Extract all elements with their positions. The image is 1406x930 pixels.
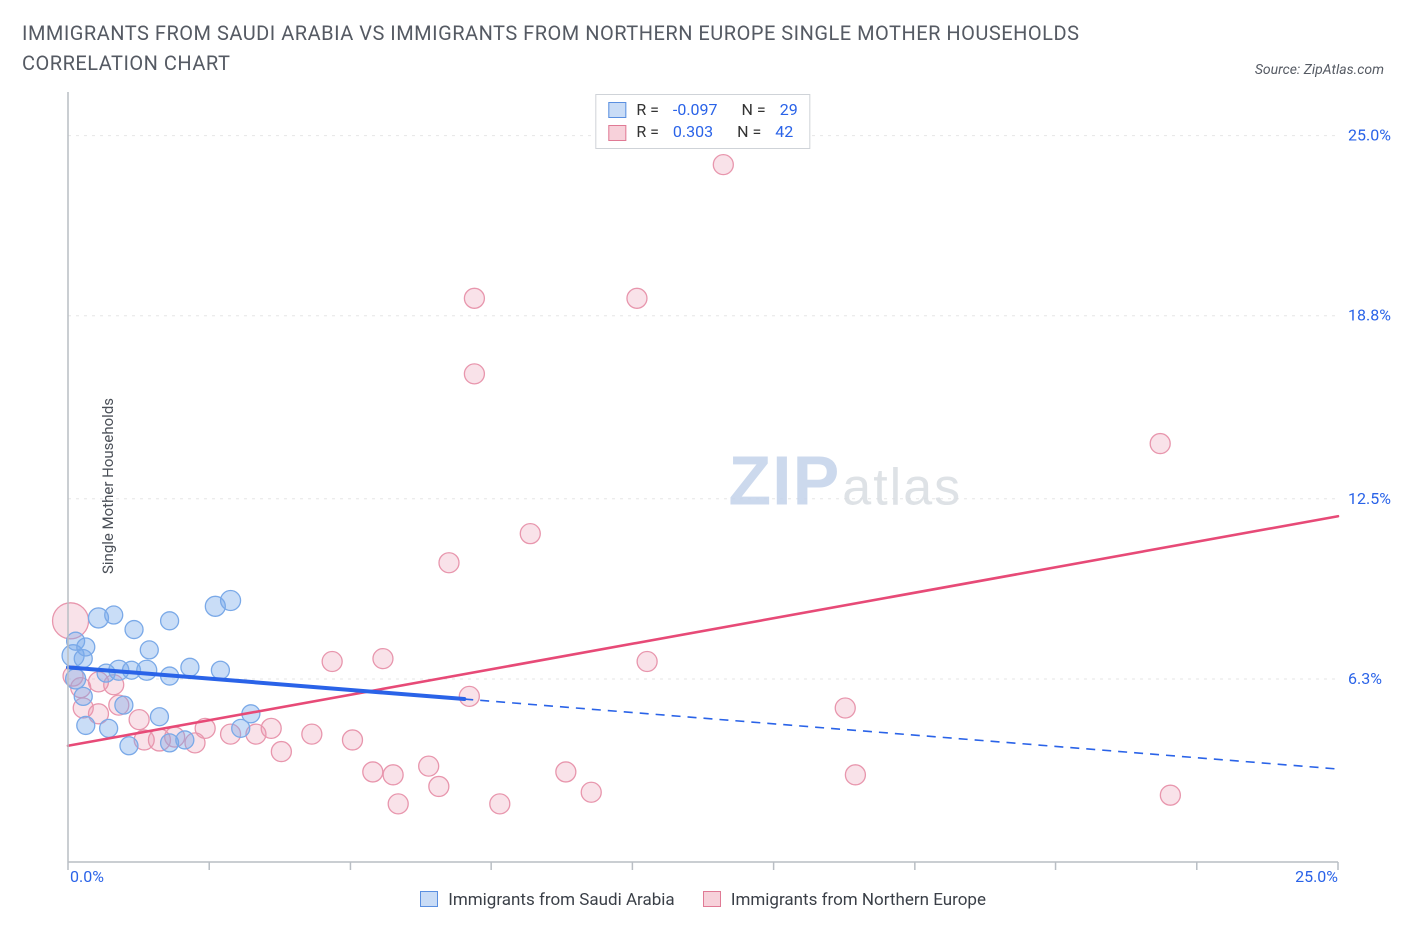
svg-text:12.5%: 12.5% [1348, 489, 1391, 508]
swatch-series-a [608, 102, 626, 118]
svg-text:ZIPatlas: ZIPatlas [728, 442, 962, 520]
svg-text:18.8%: 18.8% [1348, 306, 1391, 325]
n-value-b: 42 [775, 121, 793, 143]
n-label-b: N = [737, 121, 761, 143]
stats-legend-row-a: R = -0.097 N = 29 [608, 99, 797, 121]
source-label: Source: ZipAtlas.com [1255, 62, 1384, 78]
stats-legend-row-b: R = 0.303 N = 42 [608, 121, 797, 143]
svg-text:25.0%: 25.0% [1295, 867, 1338, 884]
series-legend-item-a: Immigrants from Saudi Arabia [420, 890, 675, 910]
series-legend-item-b: Immigrants from Northern Europe [703, 890, 986, 910]
title-row: IMMIGRANTS FROM SAUDI ARABIA VS IMMIGRAN… [22, 18, 1384, 78]
svg-text:25.0%: 25.0% [1348, 126, 1391, 145]
r-label-a: R = [636, 99, 659, 121]
svg-text:0.0%: 0.0% [70, 867, 104, 884]
r-value-a: -0.097 [673, 99, 718, 121]
r-value-b: 0.303 [673, 121, 713, 143]
scatter-plot: ZIPatlas 6.3% 12.5% 18.8% 25.0% 0.0% 25.0% [22, 88, 1406, 884]
swatch-series-a-icon [420, 891, 438, 907]
series-b-label: Immigrants from Northern Europe [731, 890, 986, 910]
swatch-series-b [608, 125, 626, 141]
swatch-series-b-icon [703, 891, 721, 907]
n-value-a: 29 [780, 99, 798, 121]
r-label-b: R = [636, 121, 659, 143]
n-label-a: N = [742, 99, 766, 121]
svg-text:6.3%: 6.3% [1348, 669, 1382, 688]
chart-area: Single Mother Households ZIPatlas6.3%12.… [22, 88, 1384, 884]
chart-title: IMMIGRANTS FROM SAUDI ARABIA VS IMMIGRAN… [22, 18, 1122, 78]
series-a-label: Immigrants from Saudi Arabia [448, 890, 674, 910]
y-axis-label: Single Mother Households [99, 398, 117, 574]
stats-legend: R = -0.097 N = 29 R = 0.303 N = 42 [595, 94, 810, 149]
series-legend: Immigrants from Saudi Arabia Immigrants … [22, 890, 1384, 910]
